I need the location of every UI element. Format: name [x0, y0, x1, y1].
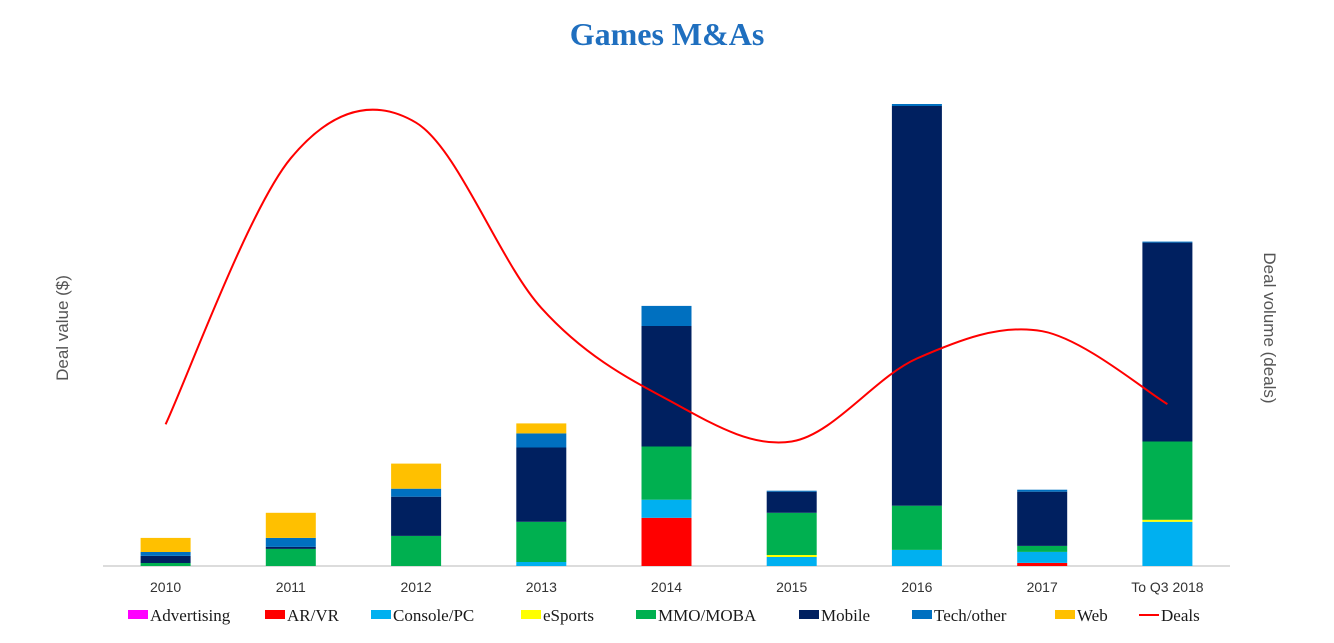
legend-label-mmo-moba: MMO/MOBA [658, 606, 757, 625]
bar-segment-mobile-1 [265, 546, 316, 549]
bar-segment-web-3 [516, 423, 567, 434]
legend-swatch-esports [521, 610, 541, 619]
bar-segment-mobile-2 [391, 496, 442, 536]
x-tick-label-1: 2011 [276, 579, 306, 595]
x-tick-label-3: 2013 [526, 579, 557, 595]
bar-segment-console-pc-8 [1142, 521, 1193, 566]
bar-segment-mmo-moba-7 [1017, 545, 1068, 552]
legend-swatch-web [1055, 610, 1075, 619]
x-tick-label-5: 2015 [776, 579, 807, 595]
bar-segment-mobile-0 [140, 556, 191, 563]
x-tick-label-7: 2017 [1027, 579, 1058, 595]
legend-label-web: Web [1077, 606, 1108, 625]
bar-segment-web-1 [265, 512, 316, 538]
legend-label-esports: eSports [543, 606, 594, 625]
legend-label-mobile: Mobile [821, 606, 870, 625]
bar-segment-mobile-4 [641, 326, 692, 447]
legend-item-mmo-moba: MMO/MOBA [636, 606, 757, 625]
bar-segment-esports-5 [766, 555, 817, 557]
bars-group [140, 104, 1193, 566]
bar-segment-mmo-moba-1 [265, 548, 316, 566]
x-tick-labels: 2010 2011 2012 2013 2014 2015 2016 2017 To Q3 20… [150, 579, 1204, 595]
bar-segment-mmo-moba-4 [641, 446, 692, 500]
bar-segment-mmo-moba-8 [1142, 441, 1193, 520]
legend-item-ar-vr: AR/VR [265, 606, 340, 625]
bar-segment-tech-other-5 [766, 490, 817, 492]
x-tick-label-0: 2010 [150, 579, 181, 595]
legend-label-advertising: Advertising [150, 606, 231, 625]
chart-title: Games M&As [570, 16, 765, 52]
bar-segment-mmo-moba-6 [891, 505, 942, 550]
legend-label-console-pc: Console/PC [393, 606, 474, 625]
bar-segment-tech-other-3 [516, 433, 567, 448]
bar-segment-tech-other-4 [641, 305, 692, 326]
y-axis-left-label: Deal value ($) [53, 275, 72, 381]
bar-segment-tech-other-7 [1017, 489, 1068, 492]
bar-segment-console-pc-3 [516, 562, 567, 566]
x-tick-label-2: 2012 [401, 579, 432, 595]
legend-item-advertising: Advertising [128, 606, 231, 625]
legend-label-deals: Deals [1161, 606, 1200, 625]
x-tick-label-6: 2016 [901, 579, 932, 595]
bar-segment-web-2 [391, 463, 442, 489]
bar-segment-mobile-3 [516, 447, 567, 522]
legend-item-web: Web [1055, 606, 1108, 625]
legend-swatch-ar-vr [265, 610, 285, 619]
legend-swatch-console-pc [371, 610, 391, 619]
legend-item-esports: eSports [521, 606, 594, 625]
legend-label-ar-vr: AR/VR [287, 606, 340, 625]
bar-segment-mmo-moba-0 [140, 563, 191, 566]
legend-swatch-mobile [799, 610, 819, 619]
bar-segment-console-pc-4 [641, 499, 692, 518]
legend-swatch-mmo-moba [636, 610, 656, 619]
bar-segment-mobile-7 [1017, 491, 1068, 546]
legend-item-deals: Deals [1139, 606, 1200, 625]
bar-segment-tech-other-6 [891, 104, 942, 106]
y-axis-right-label: Deal volume (deals) [1260, 252, 1279, 403]
bar-segment-mmo-moba-3 [516, 521, 567, 562]
legend-swatch-advertising [128, 610, 148, 619]
legend-item-tech-other: Tech/other [912, 606, 1007, 625]
legend-item-mobile: Mobile [799, 606, 870, 625]
bar-segment-console-pc-7 [1017, 551, 1068, 563]
bar-segment-web-0 [140, 537, 191, 552]
bar-segment-tech-other-1 [265, 537, 316, 547]
bar-segment-mobile-8 [1142, 242, 1193, 442]
bar-segment-esports-8 [1142, 519, 1193, 522]
bar-segment-console-pc-5 [766, 557, 817, 566]
bar-segment-ar-vr-7 [1017, 563, 1068, 566]
x-tick-label-4: 2014 [651, 579, 682, 595]
bar-segment-mobile-5 [766, 491, 817, 513]
bar-segment-ar-vr-4 [641, 517, 692, 566]
bar-segment-mobile-6 [891, 106, 942, 506]
x-tick-label-8: To Q3 2018 [1131, 579, 1204, 595]
bar-segment-tech-other-8 [1142, 241, 1193, 243]
bar-segment-console-pc-6 [891, 549, 942, 566]
deals-line [164, 108, 1168, 444]
bar-segment-mmo-moba-5 [766, 512, 817, 555]
legend-label-tech-other: Tech/other [934, 606, 1007, 625]
legend-item-console-pc: Console/PC [371, 606, 474, 625]
bar-segment-tech-other-2 [391, 488, 442, 497]
bar-segment-tech-other-0 [140, 551, 191, 556]
legend-swatch-tech-other [912, 610, 932, 619]
legend: Advertising AR/VR Console/PC eSports MMO/MOB… [128, 606, 1200, 625]
bar-segment-mmo-moba-2 [391, 535, 442, 566]
